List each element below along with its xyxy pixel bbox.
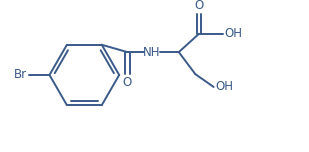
Text: OH: OH: [225, 27, 243, 40]
Text: OH: OH: [216, 80, 234, 93]
Text: Br: Br: [14, 68, 27, 81]
Text: O: O: [194, 0, 204, 12]
Text: O: O: [123, 76, 132, 89]
Text: NH: NH: [142, 46, 160, 59]
